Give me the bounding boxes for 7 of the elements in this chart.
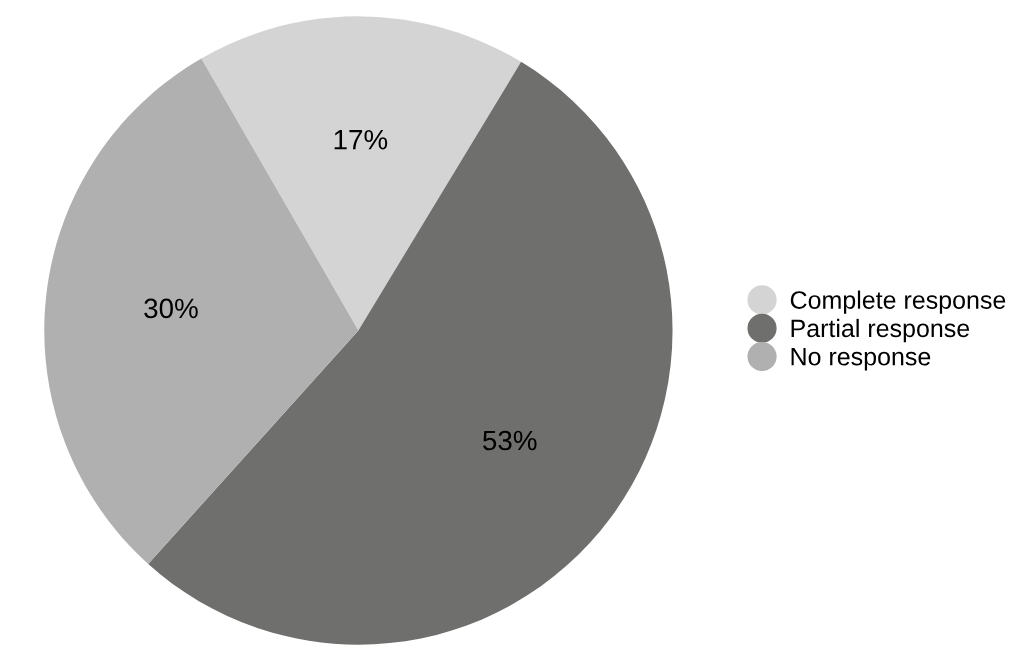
legend-label: Partial response: [791, 318, 970, 343]
data-label: 53%: [483, 430, 537, 451]
data-label: 30%: [144, 298, 198, 319]
data-label: 17%: [334, 129, 388, 150]
legend-label: No response: [791, 348, 931, 371]
legend-label: Complete response: [790, 290, 1006, 314]
pie-slice: [201, 16, 522, 331]
